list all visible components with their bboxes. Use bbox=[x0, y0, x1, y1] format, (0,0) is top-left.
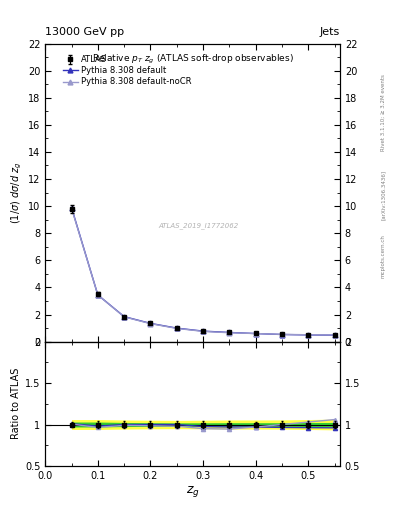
Y-axis label: Ratio to ATLAS: Ratio to ATLAS bbox=[11, 368, 21, 439]
Pythia 8.308 default bbox=[69, 204, 74, 210]
Pythia 8.308 default bbox=[280, 331, 285, 337]
Pythia 8.308 default bbox=[253, 330, 258, 336]
Pythia 8.308 default-noCR bbox=[332, 332, 337, 338]
Text: Relative $p_T$ $z_g$ (ATLAS soft-drop observables): Relative $p_T$ $z_g$ (ATLAS soft-drop ob… bbox=[92, 52, 294, 66]
Pythia 8.308 default bbox=[227, 329, 232, 335]
Text: Rivet 3.1.10; ≥ 3.2M events: Rivet 3.1.10; ≥ 3.2M events bbox=[381, 74, 386, 151]
Pythia 8.308 default bbox=[122, 313, 127, 319]
Pythia 8.308 default bbox=[332, 332, 337, 338]
Pythia 8.308 default-noCR bbox=[201, 328, 206, 334]
Text: [arXiv:1306.3436]: [arXiv:1306.3436] bbox=[381, 169, 386, 220]
Pythia 8.308 default bbox=[95, 292, 100, 298]
Pythia 8.308 default-noCR bbox=[148, 321, 153, 327]
Pythia 8.308 default-noCR bbox=[174, 325, 179, 331]
Pythia 8.308 default-noCR bbox=[69, 205, 74, 211]
Pythia 8.308 default-noCR bbox=[227, 330, 232, 336]
Pythia 8.308 default-noCR bbox=[280, 331, 285, 337]
Pythia 8.308 default-noCR bbox=[306, 332, 311, 338]
Line: Pythia 8.308 default: Pythia 8.308 default bbox=[69, 205, 337, 337]
X-axis label: $z_g$: $z_g$ bbox=[185, 483, 200, 499]
Pythia 8.308 default bbox=[201, 328, 206, 334]
Pythia 8.308 default-noCR bbox=[122, 314, 127, 320]
Y-axis label: $(1/\sigma)\ d\sigma/d\ z_g$: $(1/\sigma)\ d\sigma/d\ z_g$ bbox=[9, 161, 24, 224]
Text: Jets: Jets bbox=[320, 27, 340, 37]
Text: mcplots.cern.ch: mcplots.cern.ch bbox=[381, 234, 386, 278]
Line: Pythia 8.308 default-noCR: Pythia 8.308 default-noCR bbox=[69, 206, 337, 337]
Text: ATLAS_2019_I1772062: ATLAS_2019_I1772062 bbox=[158, 222, 239, 229]
Text: 13000 GeV pp: 13000 GeV pp bbox=[45, 27, 124, 37]
Pythia 8.308 default-noCR bbox=[253, 330, 258, 336]
Legend: ATLAS, Pythia 8.308 default, Pythia 8.308 default-noCR: ATLAS, Pythia 8.308 default, Pythia 8.30… bbox=[61, 54, 193, 88]
Pythia 8.308 default bbox=[306, 332, 311, 338]
Pythia 8.308 default-noCR bbox=[95, 292, 100, 298]
Pythia 8.308 default bbox=[148, 321, 153, 327]
Pythia 8.308 default bbox=[174, 325, 179, 331]
